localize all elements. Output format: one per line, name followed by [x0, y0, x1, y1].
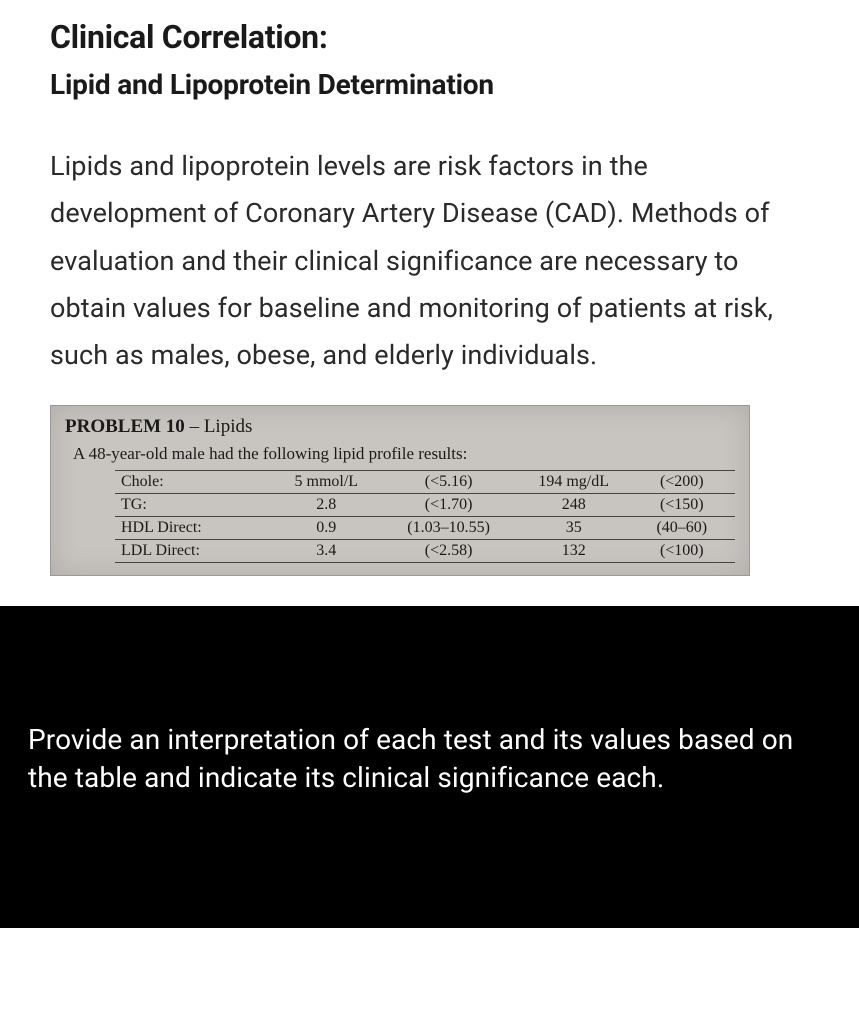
question-prompt: Provide an interpretation of each test a… — [28, 721, 831, 797]
cell-mmol-ref: (<5.16) — [382, 471, 519, 494]
cell-test-name: Chole: — [115, 471, 274, 494]
body-paragraph: Lipids and lipoprotein levels are risk f… — [50, 143, 809, 379]
table-row: Chole: 5 mmol/L (<5.16) 194 mg/dL (<200) — [115, 471, 735, 494]
cell-mgdl-ref: (<200) — [633, 471, 735, 494]
problem-table-image: PROBLEM 10 – Lipids A 48-year-old male h… — [50, 405, 750, 576]
cell-mmol-ref: (1.03–10.55) — [382, 517, 519, 540]
table-row: HDL Direct: 0.9 (1.03–10.55) 35 (40–60) — [115, 517, 735, 540]
cell-mmol-value: 2.8 — [274, 494, 382, 517]
cell-mgdl-value: 132 — [519, 540, 633, 563]
table-row: LDL Direct: 3.4 (<2.58) 132 (<100) — [115, 540, 735, 563]
problem-subheader: A 48-year-old male had the following lip… — [73, 444, 735, 464]
cell-mgdl-value: 35 — [519, 517, 633, 540]
cell-mmol-ref: (<1.70) — [382, 494, 519, 517]
problem-header: PROBLEM 10 – Lipids — [65, 416, 735, 438]
cell-mmol-value: 3.4 — [274, 540, 382, 563]
upper-section: Clinical Correlation: Lipid and Lipoprot… — [0, 0, 859, 606]
cell-test-name: TG: — [115, 494, 274, 517]
cell-mgdl-value: 194 mg/dL — [519, 471, 633, 494]
table-row: TG: 2.8 (<1.70) 248 (<150) — [115, 494, 735, 517]
lower-section: Provide an interpretation of each test a… — [0, 606, 859, 928]
problem-topic: – Lipids — [185, 416, 253, 437]
lipid-profile-table: Chole: 5 mmol/L (<5.16) 194 mg/dL (<200)… — [115, 470, 735, 563]
problem-number: PROBLEM 10 — [65, 416, 185, 437]
title-main: Clinical Correlation: — [50, 18, 809, 56]
cell-mgdl-ref: (<100) — [633, 540, 735, 563]
cell-mmol-value: 5 mmol/L — [274, 471, 382, 494]
cell-mmol-value: 0.9 — [274, 517, 382, 540]
title-sub: Lipid and Lipoprotein Determination — [50, 68, 809, 101]
cell-mgdl-ref: (<150) — [633, 494, 735, 517]
cell-mgdl-value: 248 — [519, 494, 633, 517]
cell-mgdl-ref: (40–60) — [633, 517, 735, 540]
cell-test-name: HDL Direct: — [115, 517, 274, 540]
cell-test-name: LDL Direct: — [115, 540, 274, 563]
cell-mmol-ref: (<2.58) — [382, 540, 519, 563]
